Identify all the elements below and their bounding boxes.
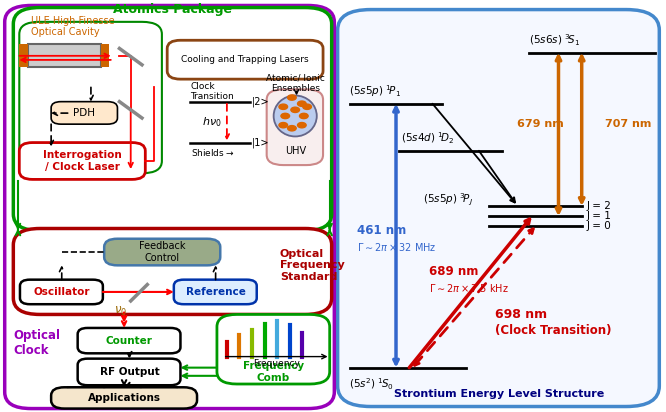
FancyBboxPatch shape [5, 5, 334, 409]
Text: Clock
Transition: Clock Transition [190, 82, 234, 101]
FancyBboxPatch shape [174, 280, 256, 304]
Circle shape [288, 95, 296, 100]
Circle shape [279, 104, 288, 110]
Text: |1>: |1> [252, 137, 270, 148]
FancyBboxPatch shape [104, 239, 220, 265]
Text: (Clock Transition): (Clock Transition) [496, 324, 612, 337]
FancyBboxPatch shape [78, 328, 180, 353]
Text: 461 nm: 461 nm [357, 224, 406, 237]
Text: UHV: UHV [284, 146, 306, 156]
Text: Reference: Reference [186, 287, 246, 297]
Circle shape [298, 101, 306, 106]
Text: J = 1: J = 1 [586, 211, 611, 221]
Text: J = 2: J = 2 [586, 201, 611, 211]
Text: 679 nm: 679 nm [517, 119, 564, 129]
Text: Applications: Applications [88, 393, 161, 403]
FancyBboxPatch shape [13, 7, 332, 231]
Text: Frequency
Comb: Frequency Comb [242, 361, 304, 383]
Text: Atomics Package: Atomics Package [113, 3, 232, 16]
Circle shape [298, 122, 306, 128]
FancyBboxPatch shape [78, 358, 180, 385]
Text: Interrogation
/ Clock Laser: Interrogation / Clock Laser [43, 150, 122, 172]
Text: Frequency: Frequency [253, 359, 300, 368]
FancyBboxPatch shape [19, 143, 145, 179]
Text: $(5s6s)\ ^3\!S_1$: $(5s6s)\ ^3\!S_1$ [529, 33, 580, 48]
Text: Feedback
Control: Feedback Control [139, 241, 186, 262]
Circle shape [281, 113, 290, 119]
Text: Shields$\rightarrow$: Shields$\rightarrow$ [191, 147, 234, 158]
Text: ULE High Finesse
Optical Cavity: ULE High Finesse Optical Cavity [31, 16, 115, 37]
Ellipse shape [274, 96, 317, 136]
FancyBboxPatch shape [20, 280, 103, 304]
Text: $h\nu_0$: $h\nu_0$ [202, 115, 222, 129]
Circle shape [288, 126, 296, 131]
FancyBboxPatch shape [266, 89, 323, 165]
FancyBboxPatch shape [13, 229, 332, 314]
Text: Strontium Energy Level Structure: Strontium Energy Level Structure [394, 389, 604, 399]
Bar [28, 44, 101, 67]
Circle shape [291, 107, 300, 112]
Text: $\nu_0$: $\nu_0$ [114, 305, 127, 318]
Text: PDH: PDH [73, 108, 95, 118]
Circle shape [279, 122, 288, 128]
Text: 689 nm: 689 nm [429, 265, 479, 278]
Text: |2>: |2> [252, 96, 270, 107]
Text: Counter: Counter [106, 336, 153, 346]
Circle shape [303, 104, 312, 110]
Text: $\Gamma\sim 2\pi\times 32\ \mathrm{MHz}$: $\Gamma\sim 2\pi\times 32\ \mathrm{MHz}$ [357, 241, 436, 253]
FancyBboxPatch shape [51, 102, 117, 124]
Text: $(5s4d)\ ^1\!D_2$: $(5s4d)\ ^1\!D_2$ [402, 131, 455, 146]
Bar [19, 44, 28, 67]
Text: 698 nm: 698 nm [496, 308, 547, 321]
Text: RF Output: RF Output [99, 367, 159, 377]
FancyBboxPatch shape [217, 314, 330, 384]
Circle shape [300, 113, 308, 119]
Text: J = 0: J = 0 [586, 222, 611, 232]
Bar [101, 44, 109, 67]
Text: Atomic/ Ionic
Ensembles: Atomic/ Ionic Ensembles [266, 73, 324, 93]
Text: $(5s5p)\ ^3\!P_J$: $(5s5p)\ ^3\!P_J$ [422, 192, 473, 208]
Text: $\Gamma\sim 2\pi\times 7.5\ \mathrm{kHz}$: $\Gamma\sim 2\pi\times 7.5\ \mathrm{kHz}… [429, 282, 509, 294]
Text: Optical
Clock: Optical Clock [13, 329, 61, 357]
FancyBboxPatch shape [338, 9, 659, 407]
FancyBboxPatch shape [51, 387, 197, 409]
Text: $(5s^2)\ ^1\!S_0$: $(5s^2)\ ^1\!S_0$ [349, 376, 394, 392]
FancyBboxPatch shape [19, 22, 162, 173]
FancyBboxPatch shape [167, 40, 323, 79]
Text: $(5s5p)\ ^1\!P_1$: $(5s5p)\ ^1\!P_1$ [349, 84, 401, 99]
Text: Cooling and Trapping Lasers: Cooling and Trapping Lasers [181, 55, 308, 64]
Text: Optical
Frequency
Standard: Optical Frequency Standard [280, 249, 345, 282]
Text: Oscillator: Oscillator [33, 287, 90, 297]
Text: 707 nm: 707 nm [605, 119, 651, 129]
